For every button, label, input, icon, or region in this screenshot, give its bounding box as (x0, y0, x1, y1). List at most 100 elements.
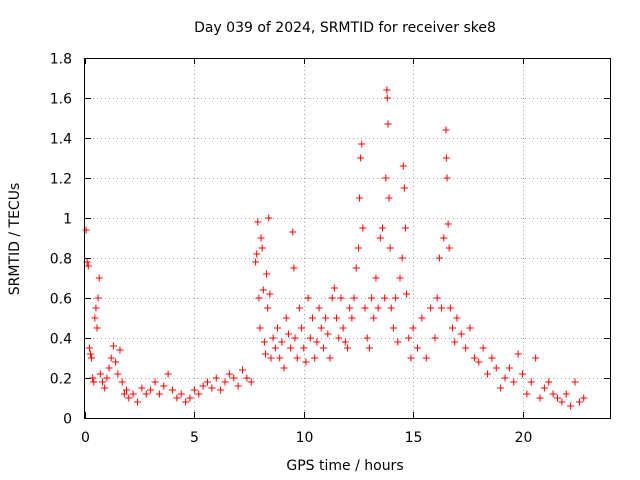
data-point (94, 294, 102, 302)
data-point (383, 86, 391, 94)
data-point (118, 378, 126, 386)
data-point (356, 194, 364, 202)
data-point (287, 344, 295, 352)
data-point (372, 274, 380, 282)
data-point (399, 162, 407, 170)
data-point (112, 358, 120, 366)
data-point (449, 324, 456, 332)
data-point (401, 224, 409, 232)
data-point (164, 370, 172, 378)
data-point (315, 304, 323, 312)
data-point (384, 120, 392, 128)
data-point (317, 324, 325, 332)
y-axis-label: SRMTID / TECUs (7, 183, 23, 296)
data-point (138, 384, 146, 392)
data-point (265, 214, 273, 222)
data-point (335, 334, 343, 342)
data-point (571, 378, 579, 386)
data-point (519, 370, 526, 378)
data-point (257, 234, 265, 242)
data-point (358, 140, 366, 148)
data-point (466, 324, 474, 332)
data-point (99, 378, 106, 386)
data-point (497, 384, 505, 392)
data-point (328, 294, 336, 302)
data-point (95, 274, 103, 282)
data-point (90, 378, 98, 386)
data-point (567, 402, 575, 410)
data-point (91, 314, 99, 322)
data-point (462, 344, 470, 352)
data-point (269, 334, 277, 342)
data-point (264, 304, 272, 312)
x-tick-label: 5 (190, 430, 199, 446)
data-point (352, 264, 360, 272)
data-point (527, 378, 535, 386)
data-point (554, 394, 561, 402)
data-point (177, 390, 185, 398)
data-point (445, 244, 453, 252)
y-tick-label: 0.8 (50, 252, 72, 268)
data-point (540, 384, 548, 392)
x-tick-label: 15 (405, 430, 423, 446)
data-point (387, 304, 395, 312)
data-point (501, 374, 509, 382)
data-point (125, 394, 133, 402)
data-point (363, 334, 371, 342)
data-point (96, 370, 104, 378)
chart-title: Day 039 of 2024, SRMTID for receiver ske… (194, 20, 496, 36)
data-point (488, 354, 496, 362)
data-point (374, 304, 382, 312)
data-point (479, 344, 487, 352)
y-tick-label: 1.4 (50, 132, 72, 148)
data-point (470, 354, 478, 362)
x-tick-label: 0 (81, 430, 90, 446)
data-point (225, 370, 233, 378)
data-point (435, 254, 443, 262)
data-point (291, 334, 299, 342)
data-point (107, 354, 115, 362)
y-tick-label: 0.2 (50, 372, 72, 388)
data-point (289, 228, 297, 236)
data-point (405, 334, 413, 342)
data-point (284, 330, 292, 338)
x-axis-label: GPS time / hours (286, 458, 403, 474)
data-point (306, 334, 314, 342)
data-point (354, 244, 362, 252)
x-tick-label: 10 (296, 430, 314, 446)
data-point (392, 294, 400, 302)
data-point (514, 350, 522, 358)
data-point (186, 394, 194, 402)
data-point (89, 374, 97, 382)
y-tick-label: 1.2 (50, 172, 72, 188)
data-point (169, 386, 176, 394)
data-point (101, 384, 109, 392)
data-point (160, 382, 168, 390)
data-point (252, 258, 260, 266)
data-point (263, 270, 271, 278)
data-point (418, 314, 426, 322)
y-tick-label: 0.4 (50, 332, 72, 348)
data-point (580, 394, 588, 402)
data-point (337, 294, 345, 302)
data-point (398, 254, 406, 262)
data-point (359, 224, 367, 232)
data-point (278, 338, 286, 346)
data-point (326, 354, 334, 362)
data-point (123, 386, 131, 394)
data-point (151, 378, 159, 386)
data-point (365, 344, 373, 352)
data-point (379, 224, 386, 232)
data-point (208, 384, 216, 392)
data-point (85, 344, 93, 352)
data-point (256, 324, 264, 332)
data-point (346, 304, 354, 312)
data-point (92, 304, 100, 312)
x-tick-label: 20 (515, 430, 533, 446)
data-point (389, 324, 397, 332)
data-point (120, 390, 128, 398)
data-point (259, 286, 267, 294)
data-point (438, 304, 446, 312)
data-point (558, 398, 566, 406)
